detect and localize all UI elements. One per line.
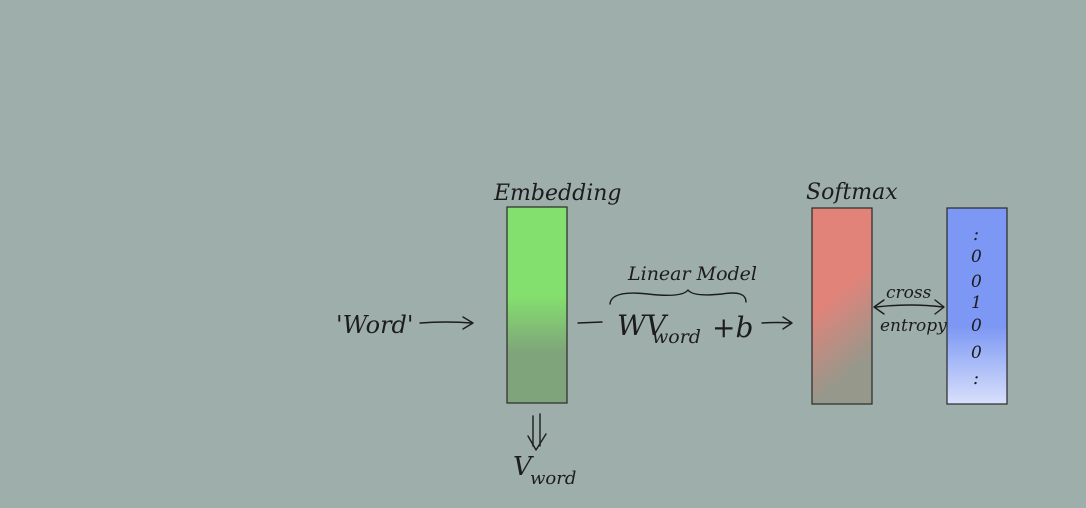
linear-model-label: Linear Model (627, 263, 757, 285)
embedding-output-sub: word (530, 468, 576, 489)
one-hot-vector-box (946, 207, 1008, 405)
one-hot-dots-top: : (973, 224, 979, 245)
linear-model-brace (609, 289, 747, 305)
linear-output-arrow (761, 316, 793, 330)
embedding-box (506, 206, 568, 404)
one-hot-value: 0 (971, 272, 982, 292)
one-hot-value: 0 (971, 247, 982, 267)
formula-sub: word (652, 326, 701, 348)
one-hot-value: 0 (971, 343, 982, 363)
loss-label-line1: cross (886, 283, 932, 303)
double-headed-arrow-icon (873, 299, 945, 315)
one-hot-value: 0 (971, 316, 982, 336)
input-word-label: 'Word' (336, 311, 414, 339)
softmax-label: Softmax (806, 180, 898, 205)
formula-b: +b (712, 311, 753, 344)
one-hot-dots-bottom: : (973, 368, 979, 389)
double-arrow-down-icon (527, 413, 547, 451)
softmax-box (811, 207, 873, 405)
connector-dash (577, 321, 603, 324)
embedding-label: Embedding (493, 181, 621, 206)
embedding-output-v: V (513, 452, 534, 482)
input-arrow (419, 316, 474, 330)
loss-label-line2: entropy (880, 316, 947, 336)
formula-w: WV (617, 309, 669, 342)
one-hot-value: 1 (971, 293, 982, 313)
